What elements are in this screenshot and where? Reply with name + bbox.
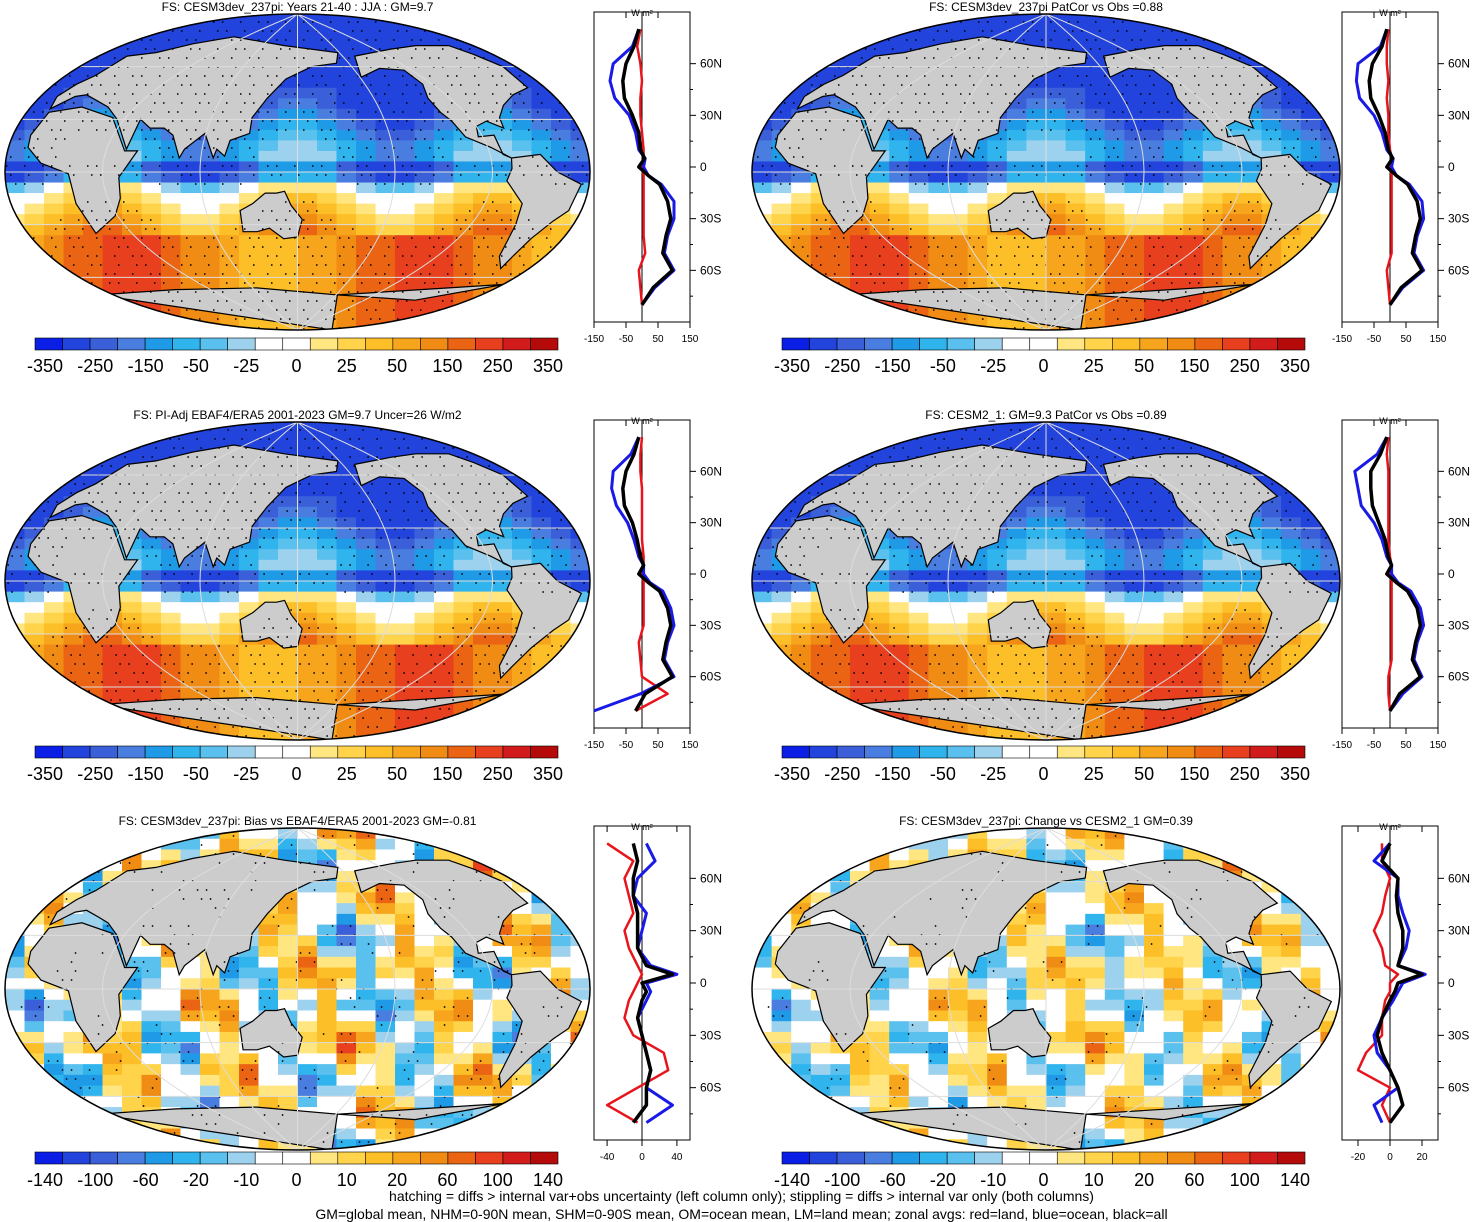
colorbar-swatch [1195, 1152, 1223, 1164]
colorbar-swatch [1057, 1152, 1085, 1164]
colorbar-tick-label: 10 [1084, 1170, 1104, 1190]
colorbar-swatch [975, 1152, 1003, 1164]
colorbar-tick-label: 100 [1230, 1170, 1260, 1190]
colorbar-tick-label: 0 [1038, 1170, 1048, 1190]
colorbar-swatch [782, 1152, 810, 1164]
colorbar-swatch [892, 1152, 920, 1164]
colorbar-swatch [1002, 1152, 1030, 1164]
footer-legend-note: GM=global mean, NHM=0-90N mean, SHM=0-90… [0, 1206, 1483, 1222]
colorbar-swatch [810, 1152, 838, 1164]
colorbar-tick-label: 20 [1134, 1170, 1154, 1190]
colorbar-tick-label: 60 [1184, 1170, 1204, 1190]
colorbar-swatch [1085, 1152, 1113, 1164]
colorbar-swatch [1167, 1152, 1195, 1164]
footer-hatching-note: hatching = diffs > internal var+obs unce… [0, 1188, 1483, 1204]
colorbar-swatch [1140, 1152, 1168, 1164]
colorbar-swatch [1112, 1152, 1140, 1164]
colorbar-tick-label: -10 [980, 1170, 1006, 1190]
colorbar-swatch [1030, 1152, 1058, 1164]
zonal-ytick-label: 0 [1448, 976, 1455, 990]
colorbar-tick-label: -20 [930, 1170, 956, 1190]
colorbar-tick-label: -140 [774, 1170, 810, 1190]
colorbar-swatch [1277, 1152, 1305, 1164]
zonal-ytick-label: 30S [1448, 1028, 1469, 1042]
zonal-xtick-label: -20 [1351, 1152, 1366, 1163]
colorbar-tick-label: 140 [1280, 1170, 1310, 1190]
zonal-xtick-label: 0 [1387, 1152, 1393, 1163]
zonal-ytick-label: 60S [1448, 1081, 1469, 1095]
colorbar-swatch [947, 1152, 975, 1164]
map-field [752, 828, 1341, 1151]
colorbar-swatch [1250, 1152, 1278, 1164]
zonal-ytick-label: 30N [1448, 924, 1470, 938]
land-greenland [1231, 841, 1260, 868]
colorbar-tick-label: -100 [824, 1170, 860, 1190]
colorbar-tick-label: -60 [880, 1170, 906, 1190]
zonal-land-line [1358, 843, 1398, 1122]
colorbar-swatch [837, 1152, 865, 1164]
colorbar-swatch [920, 1152, 948, 1164]
zonal-xtick-label: 20 [1416, 1152, 1428, 1163]
zonal-all-line [1377, 843, 1422, 1122]
colorbar-swatch [1222, 1152, 1250, 1164]
zonal-ytick-label: 60N [1448, 871, 1470, 885]
colorbar-swatch [865, 1152, 893, 1164]
